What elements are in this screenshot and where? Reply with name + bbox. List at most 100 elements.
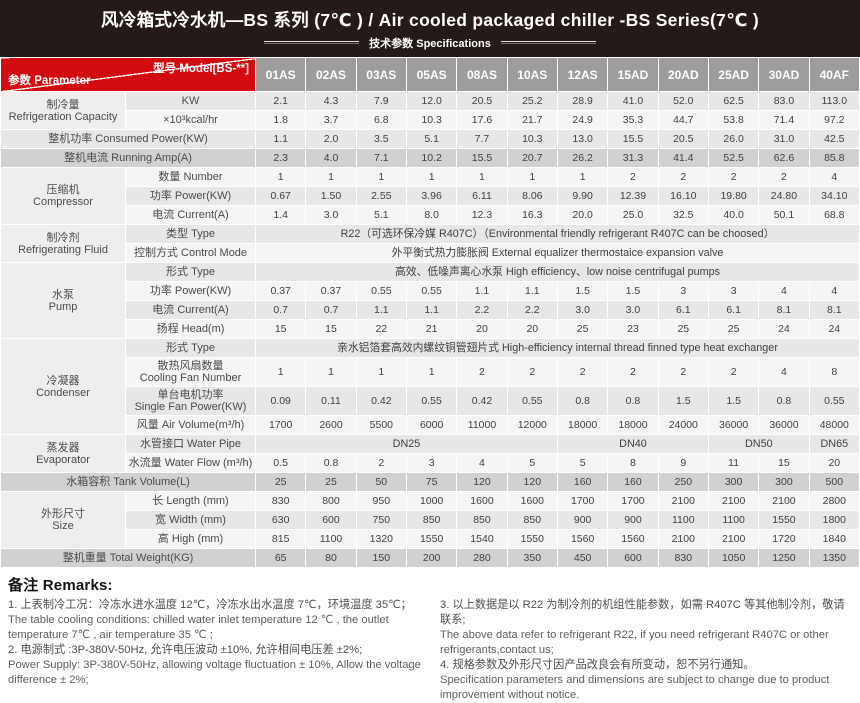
total-weight-value-40af: 1350 xyxy=(808,548,860,568)
tank-volume-value-02as: 25 xyxy=(305,472,357,492)
pump-current-value-30ad: 8.1 xyxy=(758,300,810,320)
consumed-power-value-05as: 5.1 xyxy=(405,129,458,149)
running-amp-value-40af: 85.8 xyxy=(808,148,860,168)
refrigeration-kw-value-05as: 12.0 xyxy=(405,91,458,111)
compressor-power-label: 功率 Power(KW) xyxy=(125,186,256,206)
total-weight-value-05as: 200 xyxy=(405,548,458,568)
compressor-power-value-10as: 8.06 xyxy=(506,186,558,206)
refrigeration-kcal-value-40af: 97.2 xyxy=(808,110,860,130)
size-length-value-15ad: 1700 xyxy=(607,491,659,511)
pump-head-value-05as: 21 xyxy=(405,319,458,339)
water-flow-value-05as: 3 xyxy=(405,453,458,473)
remarks-heading: 备注 Remarks: xyxy=(8,577,113,594)
total-weight-value-30ad: 1250 xyxy=(758,548,810,568)
total-weight-value-20ad: 830 xyxy=(657,548,709,568)
compressor-power-value-03as: 2.55 xyxy=(355,186,407,206)
row-size-high: 高 High (mm) 815 1100 1320 1550 1540 1550 1560 15… xyxy=(1,529,860,549)
pump-current-value-10as: 2.2 xyxy=(506,300,558,320)
refrigeration-kcal-value-02as: 3.7 xyxy=(305,110,357,130)
size-high-value-10as: 1550 xyxy=(506,529,558,549)
pump-current-value-40af: 8.1 xyxy=(808,300,860,320)
size-high-value-40af: 1840 xyxy=(808,529,860,549)
air-volume-value-08as: 11000 xyxy=(456,415,508,435)
single-fan-power-value-12as: 0.8 xyxy=(556,386,609,416)
model-header-25ad: 25AD xyxy=(707,57,760,92)
table-corner-cell: 参数 Parameter 型号 Model[BS-**] xyxy=(0,57,256,92)
subtitle-row: 技术参数 Specifications xyxy=(264,35,596,51)
water-pipe-merged-value: DN25 xyxy=(255,434,558,454)
refrigeration-kcal-value-20ad: 44.7 xyxy=(657,110,709,130)
single-fan-power-value-15ad: 0.8 xyxy=(607,386,659,416)
row-tank-volume: 水箱容积 Tank Volume(L) 25 25 50 75 120 120 160 160 2… xyxy=(0,472,860,492)
model-header-01as: 01AS xyxy=(254,57,307,92)
row-pump-type: 水泵 Pump 形式 Type 高效、低噪声离心水泵 High efficiency、… xyxy=(0,262,860,339)
compressor-current-value-30ad: 50.1 xyxy=(758,205,810,225)
model-header-40af: 40AF xyxy=(808,57,860,92)
consumed-power-value-30ad: 31.0 xyxy=(758,129,810,149)
compressor-number-value-05as: 1 xyxy=(405,167,458,187)
remark-left-0-en: The table cooling conditions: chilled wa… xyxy=(8,614,389,641)
refrigeration-kcal-label: ×10³kcal/hr xyxy=(125,110,256,130)
air-volume-value-02as: 2600 xyxy=(305,415,357,435)
refrigeration-kw-value-25ad: 62.5 xyxy=(707,91,760,111)
water-flow-value-02as: 0.8 xyxy=(305,453,357,473)
pump-power-value-10as: 1.1 xyxy=(506,281,558,301)
tank-volume-label: 水箱容积 Tank Volume(L) xyxy=(0,472,256,492)
row-compressor-power: 功率 Power(KW) 0.67 1.50 2.55 3.96 6.11 8.06 9.90… xyxy=(1,186,860,206)
subtitle-rule-right xyxy=(500,41,596,44)
remarks-column-right: 3. 以上数据是以 R22 为制冷剂的机组性能参数，如需 R407C 等其他制冷… xyxy=(440,598,850,703)
size-width-value-20ad: 1100 xyxy=(657,510,709,530)
water-pipe-label: 水管接口 Water Pipe xyxy=(125,434,256,454)
consumed-power-value-15ad: 15.5 xyxy=(607,129,659,149)
cooling-fan-number-value-01as: 1 xyxy=(254,357,307,387)
model-header-12as: 12AS xyxy=(556,57,609,92)
water-pipe-merged-value: DN65 xyxy=(808,434,860,454)
tank-volume-value-08as: 120 xyxy=(456,472,508,492)
cooling-fan-number-value-25ad: 2 xyxy=(707,357,760,387)
size-high-value-15ad: 1560 xyxy=(607,529,659,549)
size-width-value-15ad: 900 xyxy=(607,510,659,530)
running-amp-label: 整机电流 Running Amp(A) xyxy=(0,148,256,168)
tank-volume-value-30ad: 300 xyxy=(758,472,810,492)
corner-parameter-label: 参数 Parameter xyxy=(8,75,91,87)
compressor-number-value-03as: 1 xyxy=(355,167,407,187)
refrigerant-type-label: 类型 Type xyxy=(125,224,256,244)
water-flow-value-01as: 0.5 xyxy=(254,453,307,473)
size-width-value-02as: 600 xyxy=(305,510,357,530)
compressor-number-value-12as: 1 xyxy=(556,167,609,187)
single-fan-power-value-03as: 0.42 xyxy=(355,386,407,416)
row-compressor-number: 压缩机 Compressor 数量 Number 1 1 1 1 1 1 1 2 2 2 2 4 xyxy=(0,167,860,225)
running-amp-value-02as: 4.0 xyxy=(305,148,357,168)
pump-power-value-40af: 4 xyxy=(808,281,860,301)
total-weight-value-03as: 150 xyxy=(355,548,407,568)
running-amp-value-05as: 10.2 xyxy=(405,148,458,168)
size-length-value-10as: 1600 xyxy=(506,491,558,511)
pump-type-label: 形式 Type xyxy=(125,262,256,282)
tank-volume-value-10as: 120 xyxy=(506,472,558,492)
air-volume-value-05as: 6000 xyxy=(405,415,458,435)
model-header-20ad: 20AD xyxy=(657,57,709,92)
size-length-value-05as: 1000 xyxy=(405,491,458,511)
size-length-value-01as: 830 xyxy=(254,491,307,511)
tank-volume-value-03as: 50 xyxy=(355,472,407,492)
compressor-power-value-08as: 6.11 xyxy=(456,186,508,206)
size-length-label: 长 Length (mm) xyxy=(125,491,256,511)
cooling-fan-number-value-10as: 2 xyxy=(506,357,558,387)
group-label-pump: 水泵 Pump xyxy=(0,262,126,339)
pump-current-value-12as: 3.0 xyxy=(556,300,609,320)
pump-head-value-01as: 15 xyxy=(254,319,307,339)
pump-head-value-02as: 15 xyxy=(305,319,357,339)
pump-current-label: 电流 Current(A) xyxy=(125,300,256,320)
water-flow-value-03as: 2 xyxy=(355,453,407,473)
size-width-value-30ad: 1550 xyxy=(758,510,810,530)
row-running-amp: 整机电流 Running Amp(A) 2.3 4.0 7.1 10.2 15.5 20.7… xyxy=(0,148,860,168)
size-high-value-30ad: 1720 xyxy=(758,529,810,549)
refrigeration-kcal-value-15ad: 35.3 xyxy=(607,110,659,130)
pump-head-value-20ad: 25 xyxy=(657,319,709,339)
size-width-value-40af: 1800 xyxy=(808,510,860,530)
remark-left-0-zh: 1. 上表制冷工况：冷冻水进水温度 12℃，冷冻水出水温度 7℃，环境温度 35… xyxy=(8,599,412,611)
row-single-fan-power: 单台电机功率 Single Fan Power(KW) 0.09 0.11 0.42 0.… xyxy=(1,386,860,416)
compressor-number-value-08as: 1 xyxy=(456,167,508,187)
cooling-fan-number-value-40af: 8 xyxy=(808,357,860,387)
refrigerant-type-merged-value: R22（可选环保冷媒 R407C）（Environmental friendly… xyxy=(255,224,860,244)
